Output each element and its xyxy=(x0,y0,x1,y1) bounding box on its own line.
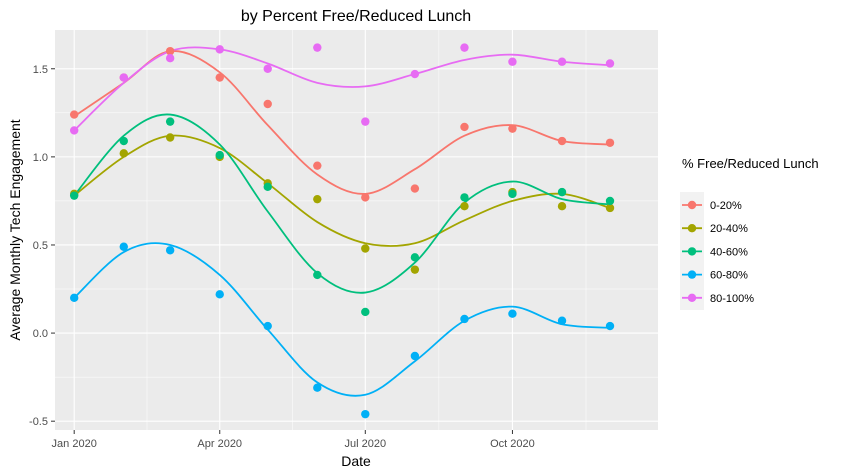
data-point-0-20 xyxy=(361,193,370,202)
data-point-40-60 xyxy=(215,150,224,160)
legend-key-point-80-100 xyxy=(687,293,697,302)
data-point-60-80 xyxy=(460,314,469,324)
data-point-60-80 xyxy=(508,309,517,318)
y-axis: -0.5 0.0 0.5 1.0 1.5 xyxy=(29,64,55,428)
legend-title: % Free/Reduced Lunch xyxy=(682,156,819,171)
data-point-60-80 xyxy=(361,409,370,419)
x-tick-label: Apr 2020 xyxy=(197,438,242,450)
y-tick-label: 1.5 xyxy=(33,64,48,76)
data-point-0-20 xyxy=(557,136,567,146)
data-point-40-60 xyxy=(69,191,79,200)
legend-label-20-40: 20-40% xyxy=(710,223,748,235)
data-point-20-40 xyxy=(361,244,370,253)
data-point-40-60 xyxy=(165,117,175,126)
y-axis-title: Average Monthly Tech Engagement xyxy=(7,119,23,340)
data-point-80-100 xyxy=(557,57,567,66)
data-point-20-40 xyxy=(313,194,322,204)
data-point-0-20 xyxy=(215,73,224,82)
legend-key-point-40-60 xyxy=(687,247,697,256)
y-tick-label: -0.5 xyxy=(29,416,48,428)
x-axis: Jan 2020 Apr 2020 Jul 2020 Oct 2020 xyxy=(52,430,535,450)
y-tick-label: 1.0 xyxy=(33,152,48,164)
data-point-80-100 xyxy=(508,57,517,66)
data-point-60-80 xyxy=(313,383,322,392)
legend-key-point-0-20 xyxy=(687,200,697,210)
data-point-0-20 xyxy=(460,122,469,132)
legend-label-80-100: 80-100% xyxy=(710,293,754,305)
data-point-80-100 xyxy=(215,45,224,54)
grid-minor xyxy=(55,30,658,430)
data-point-80-100 xyxy=(605,59,615,68)
data-point-80-100 xyxy=(165,53,175,63)
data-point-60-80 xyxy=(215,290,224,299)
legend-label-60-80: 60-80% xyxy=(710,270,748,282)
y-tick-label: 0.0 xyxy=(33,328,48,340)
data-point-20-40 xyxy=(460,202,469,211)
data-point-40-60 xyxy=(410,253,420,262)
data-point-0-20 xyxy=(605,138,615,147)
data-point-40-60 xyxy=(119,136,128,146)
legend-key-point-20-40 xyxy=(687,224,697,233)
data-point-40-60 xyxy=(508,189,517,199)
legend: % Free/Reduced Lunch 0-20% 20-40% 40-60% 60… xyxy=(680,156,819,310)
data-point-20-40 xyxy=(165,133,175,142)
data-point-40-60 xyxy=(313,270,322,280)
data-point-20-40 xyxy=(557,202,567,211)
plot-panel xyxy=(55,30,658,430)
data-point-60-80 xyxy=(165,246,175,255)
data-point-60-80 xyxy=(557,316,567,325)
data-point-80-100 xyxy=(410,69,420,79)
data-point-0-20 xyxy=(69,110,79,119)
data-point-80-100 xyxy=(361,117,370,126)
chart-title: by Percent Free/Reduced Lunch xyxy=(241,8,471,25)
data-point-80-100 xyxy=(69,126,79,135)
data-point-0-20 xyxy=(263,99,272,109)
data-point-0-20 xyxy=(313,161,322,170)
data-point-40-60 xyxy=(605,196,615,206)
data-point-60-80 xyxy=(263,321,272,331)
legend-label-40-60: 40-60% xyxy=(710,246,748,258)
grid-major xyxy=(55,30,658,430)
data-point-60-80 xyxy=(605,321,615,331)
x-tick-label: Jan 2020 xyxy=(52,438,97,450)
data-point-80-100 xyxy=(313,43,322,52)
data-point-0-20 xyxy=(508,124,517,133)
data-point-80-100 xyxy=(460,43,469,52)
data-point-40-60 xyxy=(557,187,567,197)
data-point-80-100 xyxy=(263,64,272,73)
x-axis-title: Date xyxy=(341,453,371,469)
data-point-80-100 xyxy=(119,73,128,82)
series-line-80-100 xyxy=(73,46,611,132)
data-point-20-40 xyxy=(410,265,420,274)
data-point-0-20 xyxy=(165,46,175,56)
data-point-40-60 xyxy=(263,182,272,192)
data-point-40-60 xyxy=(361,307,370,317)
data-point-60-80 xyxy=(119,242,128,251)
y-tick-label: 0.5 xyxy=(33,240,48,252)
x-tick-label: Jul 2020 xyxy=(345,438,387,450)
series-line-60-80 xyxy=(73,242,611,397)
x-tick-label: Oct 2020 xyxy=(490,438,535,450)
legend-key-point-60-80 xyxy=(687,270,697,279)
data-point-40-60 xyxy=(460,193,469,202)
series-line-40-60 xyxy=(73,113,611,294)
legend-label-0-20: 0-20% xyxy=(710,200,742,212)
data-point-60-80 xyxy=(69,293,79,303)
data-point-20-40 xyxy=(605,203,615,213)
data-point-20-40 xyxy=(119,149,128,158)
data-point-0-20 xyxy=(410,184,420,193)
data-point-60-80 xyxy=(410,351,420,361)
series-points xyxy=(69,43,615,419)
